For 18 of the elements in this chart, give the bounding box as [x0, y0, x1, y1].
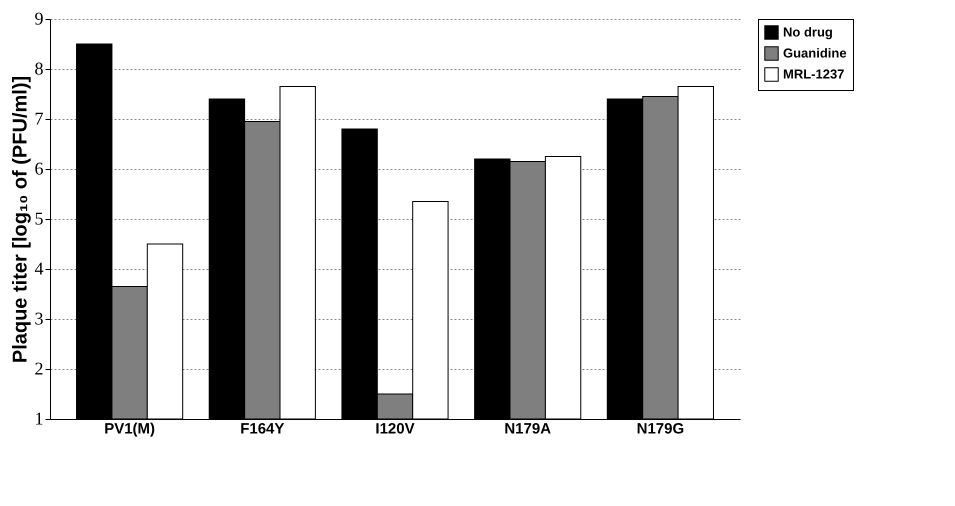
x-tick-label: F164Y — [240, 420, 284, 438]
x-tick-label: N179G — [636, 420, 684, 438]
y-tick-label: 4 — [34, 258, 44, 278]
y-tick-label: 2 — [34, 358, 44, 378]
y-tick-label: 6 — [34, 158, 44, 178]
y-tick-label: 9 — [34, 8, 44, 28]
y-tick-label: 3 — [34, 308, 44, 328]
legend-label: Guanidine — [783, 46, 847, 60]
y-tick-label: 7 — [34, 108, 44, 128]
y-tick-label: 8 — [34, 58, 44, 78]
y-axis-title: Plaque titer [log₁₀ of (PFU/ml)] — [10, 76, 32, 364]
legend-label: MRL-1237 — [783, 66, 844, 82]
y-tick-label: 5 — [34, 208, 44, 228]
x-tick-label: PV1(M) — [104, 420, 156, 438]
y-tick-label: 1 — [34, 408, 44, 428]
x-tick-label: N179A — [504, 420, 552, 438]
legend-label: No drug — [783, 24, 833, 40]
x-tick-label: I120V — [375, 420, 415, 438]
